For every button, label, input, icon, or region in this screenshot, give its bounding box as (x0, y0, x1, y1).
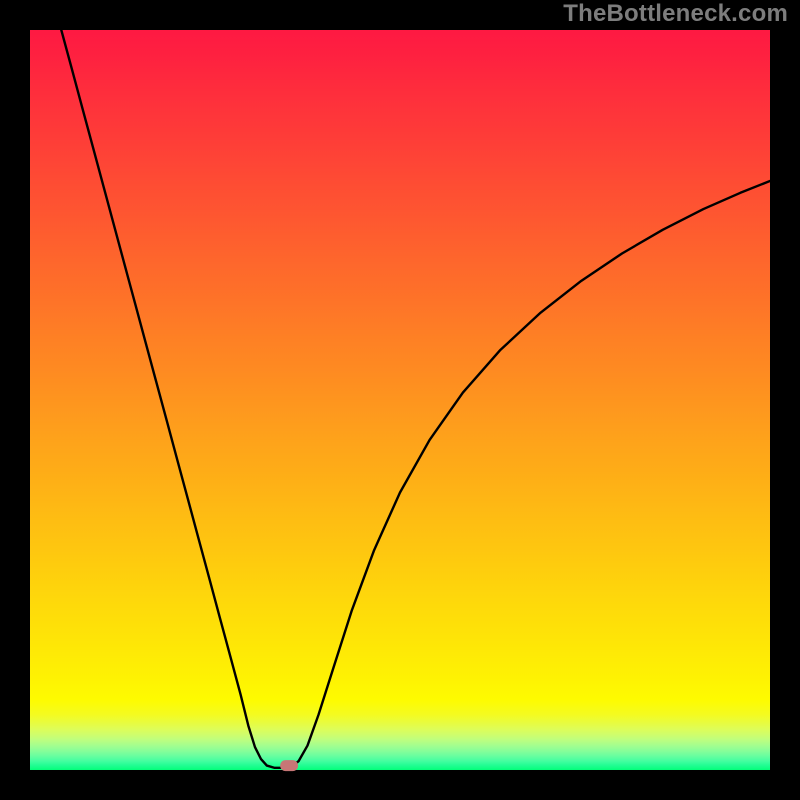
plot-area (30, 30, 770, 770)
figure-root: { "figure": { "width_px": 800, "height_p… (0, 0, 800, 800)
watermark-text: TheBottleneck.com (563, 0, 788, 28)
optimum-marker (280, 760, 298, 772)
plot-background (30, 30, 770, 770)
